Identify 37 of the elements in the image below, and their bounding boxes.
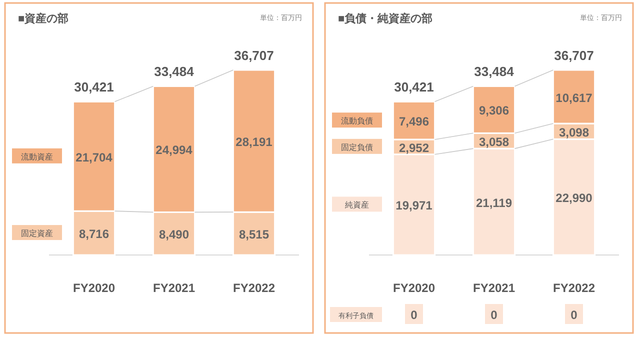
data-label: 8,515	[238, 228, 270, 242]
data-label: 22,990	[556, 191, 593, 206]
total-label: 30,421	[394, 80, 434, 95]
x-tick-label: FY2021	[472, 281, 516, 295]
chart-title: ■資産の部	[18, 12, 69, 25]
total-label: 36,707	[234, 48, 274, 63]
data-label: 2,952	[398, 140, 430, 155]
total-label: 30,421	[74, 80, 114, 95]
x-tick-label: FY2021	[152, 281, 196, 295]
data-label: 21,704	[76, 150, 113, 164]
data-label: 28,191	[236, 135, 273, 150]
text: 固定資産	[21, 229, 53, 238]
data-label: 19,971	[396, 198, 433, 213]
text: 流動資産	[21, 152, 53, 162]
data-label: 21,119	[476, 196, 512, 210]
text: 0	[490, 308, 498, 322]
total-label: 36,707	[554, 48, 594, 63]
x-tick-label: FY2022	[232, 281, 276, 295]
chart-title: ■負債・純資産の部	[338, 12, 433, 25]
data-label: 8,490	[158, 228, 190, 242]
data-label: 3,058	[478, 134, 510, 149]
text: 流動負債	[341, 116, 373, 126]
data-label: 10,617	[556, 90, 593, 105]
total-label: 33,484	[154, 64, 195, 80]
text: 0	[570, 308, 578, 322]
data-label: 24,994	[156, 143, 193, 158]
data-label: 8,716	[78, 227, 110, 242]
x-tick-label: FY2020	[392, 281, 436, 295]
data-label: 7,496	[398, 114, 430, 129]
text: 固定負債	[341, 142, 373, 152]
data-label: 9,306	[478, 104, 510, 118]
total-label: 33,484	[474, 64, 515, 80]
x-tick-label: FY2020	[72, 281, 116, 295]
text: 0	[410, 308, 418, 322]
data-label: 3,098	[558, 125, 590, 140]
x-tick-label: FY2022	[552, 281, 596, 295]
text: 純資産	[345, 200, 369, 210]
